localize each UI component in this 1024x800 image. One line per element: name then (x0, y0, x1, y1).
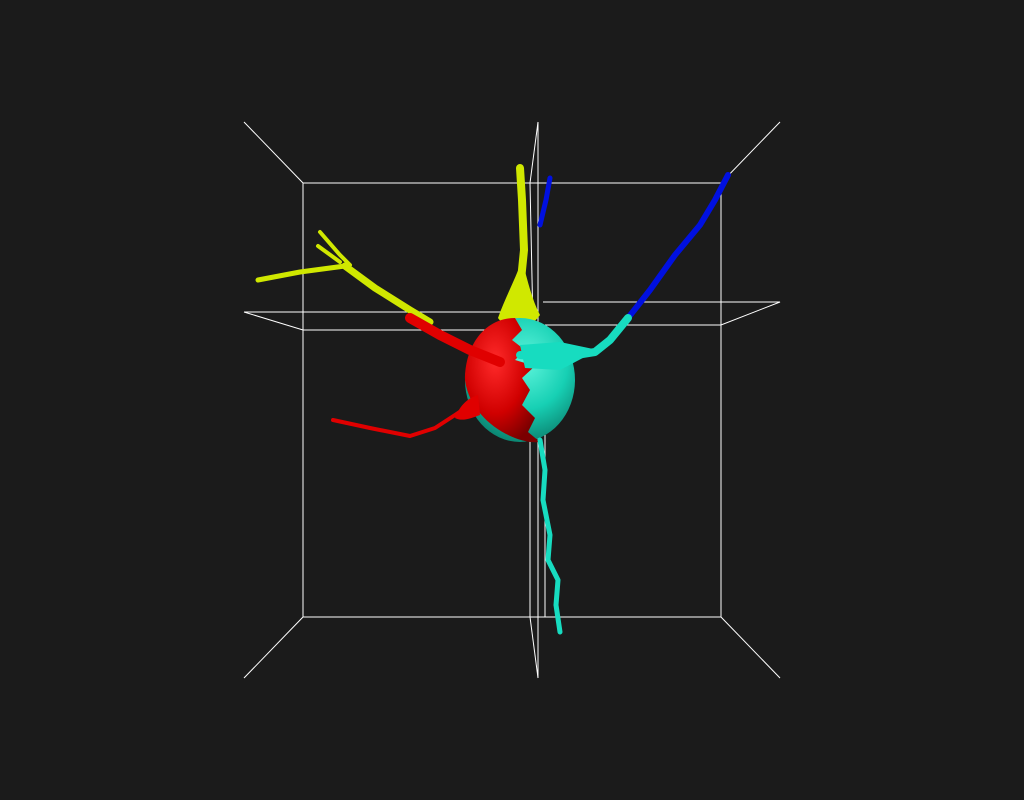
teal-process-flare (520, 342, 598, 370)
soma (465, 318, 575, 443)
bounding-box-back-face (302, 182, 722, 618)
blue-dendrite-branches (537, 172, 731, 321)
red-dendrite-base (455, 395, 480, 420)
bounding-box-edges (243, 121, 781, 679)
yellow-soma-cap (498, 260, 540, 328)
